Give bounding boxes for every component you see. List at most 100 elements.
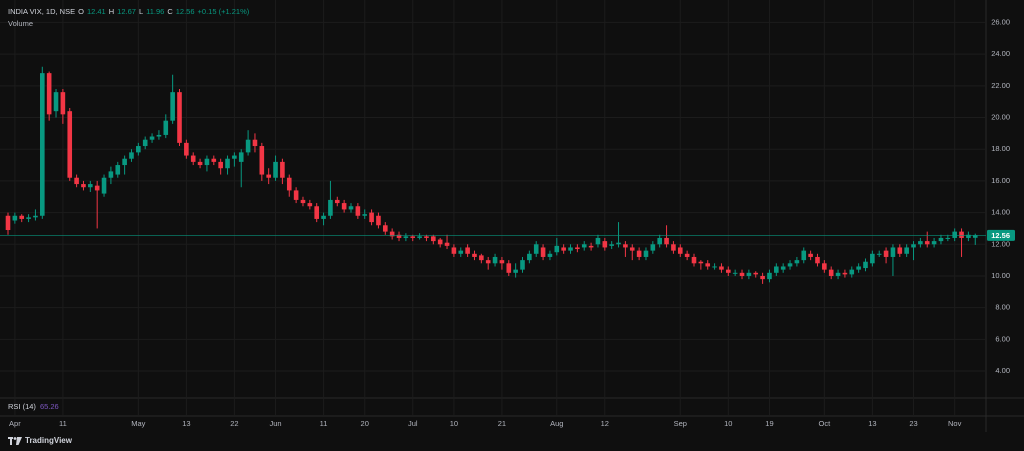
- x-tick-label: 23: [909, 419, 917, 428]
- candle-body: [383, 225, 388, 232]
- y-tick-label: 26.00: [991, 17, 1010, 26]
- candle-body: [190, 155, 196, 162]
- candle-body: [931, 241, 937, 245]
- candle-body: [561, 247, 566, 251]
- x-tick-label: 13: [182, 419, 190, 428]
- candle-body: [739, 272, 745, 276]
- x-tick-label: 20: [361, 419, 369, 428]
- x-tick-label: Sep: [674, 419, 687, 428]
- y-tick-label: 18.00: [991, 144, 1010, 153]
- candle-body: [780, 266, 786, 270]
- candle-body: [259, 146, 265, 175]
- candle-body: [403, 236, 409, 238]
- candle-body: [533, 244, 539, 254]
- rsi-legend: RSI (14) 65.26: [8, 402, 59, 411]
- x-tick-label: Oct: [819, 419, 832, 428]
- candle-body: [108, 171, 114, 178]
- candle-body: [623, 244, 628, 248]
- open-value: 12.41: [86, 7, 106, 16]
- x-tick-label: Jun: [269, 419, 281, 428]
- candle-body: [465, 247, 470, 254]
- candle-body: [520, 260, 525, 270]
- candle-body: [629, 247, 635, 251]
- candle-body: [410, 236, 416, 238]
- y-tick-label: 6.00: [995, 334, 1010, 343]
- candle-body: [540, 247, 546, 257]
- y-tick-label: 12.00: [991, 239, 1010, 248]
- candle-body: [149, 136, 155, 140]
- candle-body: [726, 269, 731, 273]
- brand-logo: [8, 436, 22, 445]
- candle-body: [437, 239, 443, 245]
- candle-body: [280, 161, 285, 178]
- candle-body: [245, 139, 251, 153]
- candle-body: [46, 73, 52, 115]
- candle-body: [616, 242, 621, 245]
- candle-body: [396, 234, 402, 238]
- open-label: O: [78, 7, 84, 16]
- candle-body: [142, 139, 148, 147]
- candle-body: [362, 214, 368, 216]
- candle-body: [389, 231, 395, 237]
- x-tick-label: 19: [765, 419, 773, 428]
- candle-body: [691, 256, 697, 264]
- candle-body: [60, 92, 66, 115]
- candle-body: [554, 245, 560, 253]
- candle-body: [252, 139, 258, 147]
- candle-body: [341, 203, 347, 210]
- candle-body: [19, 215, 25, 219]
- candle-body: [746, 272, 752, 276]
- candle-body: [355, 206, 361, 216]
- rsi-value: 65.26: [39, 402, 59, 411]
- candle-body: [369, 212, 374, 223]
- candle-body: [801, 250, 807, 261]
- candle-body: [81, 184, 86, 188]
- symbol: INDIA VIX, 1D, NSE: [8, 7, 76, 16]
- candle-body: [286, 177, 292, 191]
- candle-body: [328, 199, 333, 216]
- footer: [0, 432, 1024, 451]
- x-tick-label: Apr: [9, 419, 21, 428]
- x-tick-label: 10: [450, 419, 458, 428]
- candle-body: [650, 244, 656, 251]
- candle-body: [952, 231, 957, 238]
- candle-body: [334, 199, 340, 204]
- candle-body: [444, 242, 450, 246]
- candle-body: [876, 253, 882, 255]
- brand-name: TradingView: [25, 436, 72, 445]
- candle-body: [513, 269, 518, 273]
- y-tick-label: 20.00: [991, 112, 1010, 121]
- candle-body: [657, 237, 662, 245]
- x-tick-label: 10: [724, 419, 732, 428]
- candle-body: [753, 272, 759, 275]
- candle-body: [883, 250, 889, 257]
- candle-body: [266, 174, 271, 178]
- candle-body: [492, 256, 498, 264]
- candle-body: [321, 215, 326, 219]
- candle-body: [94, 185, 100, 191]
- x-tick-label: 11: [59, 419, 67, 428]
- candle-body: [547, 253, 553, 257]
- candle-body: [67, 111, 73, 178]
- last-price-label: 12.56: [991, 231, 1010, 240]
- candle-body: [499, 260, 505, 264]
- candle-body: [719, 266, 724, 270]
- candle-body: [677, 247, 683, 254]
- candle-body: [300, 199, 306, 204]
- x-tick-label: Nov: [948, 419, 962, 428]
- candle-body: [815, 256, 820, 264]
- candle-body: [684, 253, 690, 257]
- candle-body: [849, 269, 855, 275]
- candle-body: [348, 206, 354, 210]
- candle-body: [218, 161, 223, 169]
- candle-body: [911, 244, 916, 248]
- candle-body: [822, 263, 827, 270]
- candle-body: [170, 92, 175, 121]
- candle-body: [163, 120, 169, 135]
- brand[interactable]: TradingView: [8, 436, 72, 445]
- change: +0.15 (+1.21%): [197, 7, 250, 16]
- y-tick-label: 8.00: [995, 303, 1010, 312]
- candle-body: [74, 177, 79, 185]
- candle-body: [609, 244, 614, 246]
